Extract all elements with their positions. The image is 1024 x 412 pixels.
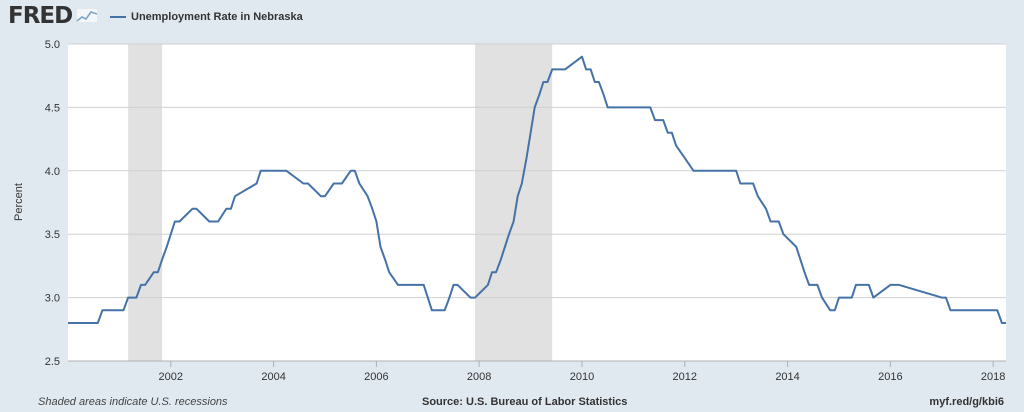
recession-bands bbox=[128, 44, 553, 361]
legend-label: Unemployment Rate in Nebraska bbox=[131, 11, 303, 23]
y-axis-title: Percent bbox=[13, 183, 25, 221]
y-axis-ticks: 2.5 3.0 3.5 4.0 4.5 5.0 bbox=[45, 39, 60, 368]
x-tick-label: 2004 bbox=[261, 371, 285, 383]
line-chart: 2.53.03.54.04.55.0 2002 2004 2006 2008 2010 2… bbox=[13, 39, 1006, 383]
x-tick-label: 2010 bbox=[570, 371, 594, 383]
y-tick-label: 3.5 bbox=[45, 229, 60, 241]
x-tick-label: 2018 bbox=[981, 371, 1005, 383]
fred-logo[interactable]: FRED bbox=[8, 3, 73, 29]
x-tick-label: 2016 bbox=[878, 371, 902, 383]
x-tick-label: 2008 bbox=[467, 371, 491, 383]
chart-header: FRED Unemployment Rate in Nebraska bbox=[0, 0, 1024, 36]
chart-legend[interactable]: Unemployment Rate in Nebraska bbox=[110, 11, 303, 23]
y-tick-label: 4.0 bbox=[45, 166, 60, 178]
chart-footer: Shaded areas indicate U.S. recessions So… bbox=[0, 392, 1024, 412]
y-tick-label: 3.0 bbox=[45, 293, 60, 305]
source-note[interactable]: Source: U.S. Bureau of Labor Statistics bbox=[422, 396, 628, 408]
x-tick-label: 2012 bbox=[673, 371, 697, 383]
x-tick-label: 2006 bbox=[364, 371, 388, 383]
legend-swatch bbox=[110, 16, 126, 18]
recession-note: Shaded areas indicate U.S. recessions bbox=[38, 396, 228, 408]
x-axis-ticks: 2002 2004 2006 2008 2010 2012 2014 2016 2018 bbox=[159, 361, 1005, 383]
y-tick-label: 2.5 bbox=[45, 356, 60, 368]
series-line-unemployment-rate[interactable] bbox=[68, 55, 1006, 324]
y-tick-label: 4.5 bbox=[45, 102, 60, 114]
x-tick-label: 2002 bbox=[159, 371, 183, 383]
x-tick-label: 2014 bbox=[775, 371, 799, 383]
short-url-link[interactable]: myf.red/g/kbi6 bbox=[929, 396, 1004, 408]
y-tick-label: 5.0 bbox=[45, 39, 60, 51]
recession-band-1 bbox=[128, 44, 163, 361]
fred-logo-graph-icon bbox=[76, 8, 98, 23]
